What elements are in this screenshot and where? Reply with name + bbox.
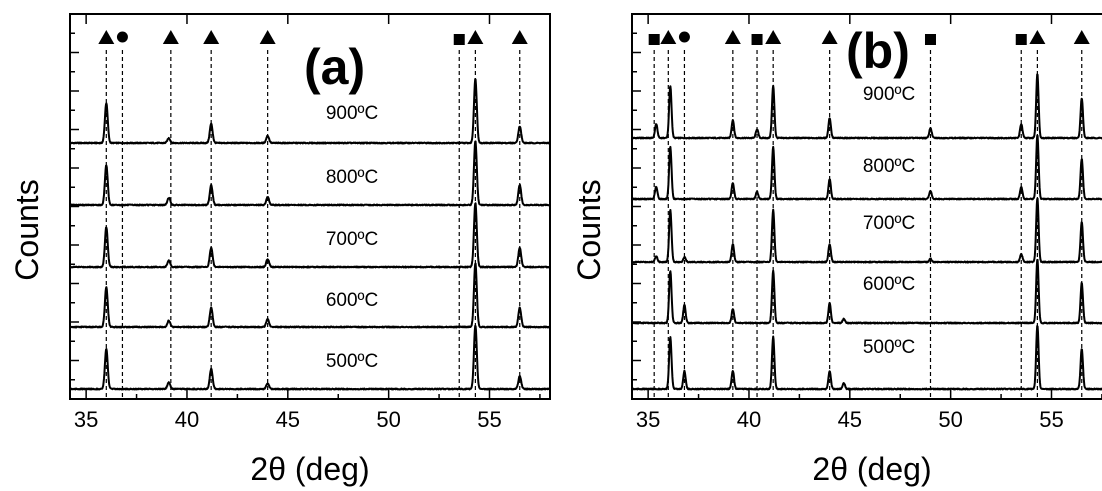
panel-a: 900ºC 800ºC 700ºC 600ºC 500ºC 35 40 45 50 55 (a)… <box>9 13 551 487</box>
panel-label: (b) <box>846 23 910 79</box>
y-axis-ticks <box>70 32 79 381</box>
temperature-label: 600ºC <box>863 274 915 295</box>
temperature-labels: 900ºC 800ºC 700ºC 600ºC 500ºC <box>326 103 378 372</box>
triangle-marker <box>467 30 484 44</box>
temperature-label: 600ºC <box>326 290 378 311</box>
triangle-marker <box>1029 30 1046 44</box>
temperature-label: 700ºC <box>863 213 915 234</box>
x-axis-ticks: 35 40 45 50 55 <box>74 14 541 432</box>
square-marker <box>648 34 660 45</box>
x-tick-label: 35 <box>636 407 660 432</box>
square-marker <box>453 34 465 45</box>
phase-markers <box>98 30 528 45</box>
temperature-label: 800ºC <box>863 156 915 177</box>
phase-markers <box>648 30 1090 45</box>
diffraction-trace <box>69 262 551 329</box>
triangle-marker <box>724 30 741 44</box>
square-marker <box>1015 34 1027 45</box>
x-tick-label: 45 <box>276 407 300 432</box>
triangle-marker <box>821 30 838 44</box>
square-marker <box>924 34 936 45</box>
diffraction-trace <box>631 197 1102 264</box>
y-axis-ticks <box>632 32 641 381</box>
circle-marker <box>678 31 690 43</box>
diffraction-trace <box>631 73 1102 140</box>
x-tick-label: 35 <box>74 407 98 432</box>
x-axis-title: 2θ (deg) <box>250 451 369 487</box>
triangle-marker <box>203 30 220 44</box>
x-tick-label: 40 <box>175 407 199 432</box>
triangle-marker <box>259 30 276 44</box>
diffraction-trace <box>69 140 551 207</box>
x-tick-label: 50 <box>938 407 962 432</box>
triangle-marker <box>511 30 528 44</box>
triangle-marker <box>162 30 179 44</box>
triangle-marker <box>660 30 677 44</box>
triangle-marker <box>765 30 782 44</box>
y-axis-title: Counts <box>571 179 607 280</box>
temperature-label: 500ºC <box>326 351 378 372</box>
temperature-labels: 900ºC 800ºC 700ºC 600ºC 500ºC <box>863 84 915 358</box>
panel-label: (a) <box>304 39 365 95</box>
x-tick-label: 55 <box>1039 407 1063 432</box>
x-tick-label: 40 <box>737 407 761 432</box>
diffraction-trace <box>69 324 551 391</box>
temperature-label: 700ºC <box>326 229 378 250</box>
x-tick-label: 45 <box>838 407 862 432</box>
x-axis-ticks: 35 40 45 50 55 <box>636 14 1102 432</box>
x-axis-title: 2θ (deg) <box>812 451 931 487</box>
diffraction-trace <box>69 202 551 269</box>
diffraction-trace <box>631 134 1102 201</box>
phase-guide-lines <box>105 50 521 399</box>
x-tick-label: 55 <box>477 407 501 432</box>
temperature-label: 500ºC <box>863 337 915 358</box>
diffraction-trace <box>631 258 1102 325</box>
circle-marker <box>116 31 128 43</box>
square-marker <box>751 34 763 45</box>
temperature-label: 800ºC <box>326 167 378 188</box>
triangle-marker <box>1073 30 1090 44</box>
diffraction-traces <box>631 73 1102 391</box>
temperature-label: 900ºC <box>326 103 378 124</box>
x-tick-label: 50 <box>376 407 400 432</box>
y-axis-title: Counts <box>9 179 45 280</box>
triangle-marker <box>98 30 115 44</box>
diffraction-trace <box>69 78 551 145</box>
diffraction-traces <box>69 78 551 391</box>
temperature-label: 900ºC <box>863 84 915 105</box>
diffraction-trace <box>631 325 1102 391</box>
panel-b: 900ºC 800ºC 700ºC 600ºC 500ºC 35 40 45 50 55 (b)… <box>571 13 1102 487</box>
